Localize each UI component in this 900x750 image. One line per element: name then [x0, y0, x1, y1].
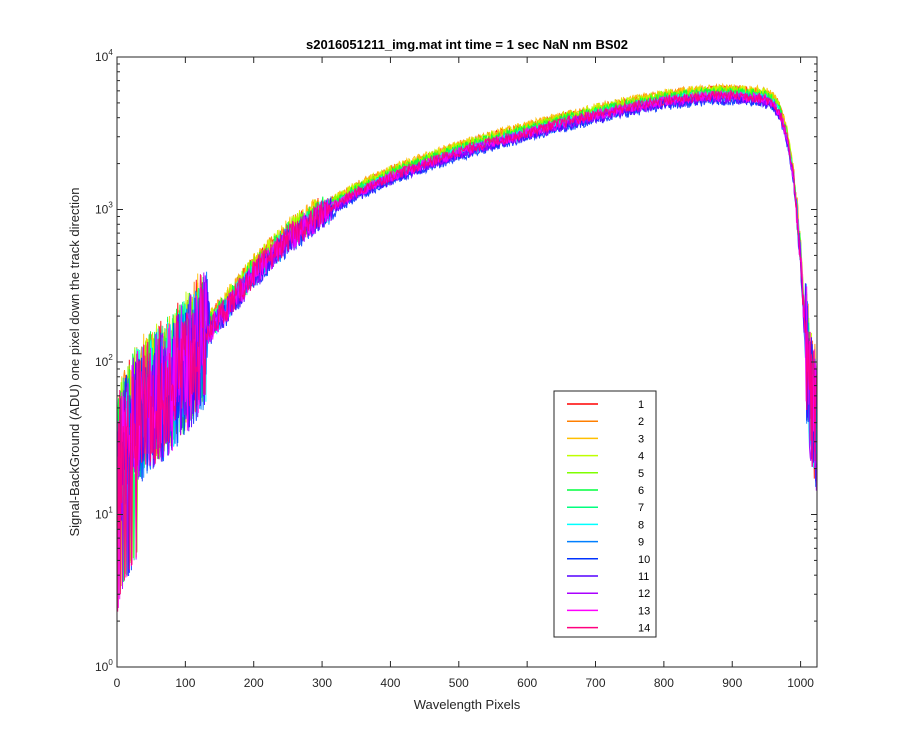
x-tick-label: 500 [449, 676, 469, 690]
x-tick-label: 800 [654, 676, 674, 690]
y-axis-label: Signal-BackGround (ADU) one pixel down t… [67, 187, 82, 536]
x-tick-label: 600 [517, 676, 537, 690]
x-tick-label: 900 [722, 676, 742, 690]
x-tick-label: 200 [244, 676, 264, 690]
legend-label: 14 [638, 623, 650, 635]
x-tick-label: 700 [586, 676, 606, 690]
legend-label: 9 [638, 537, 644, 549]
x-axis-label: Wavelength Pixels [414, 697, 521, 712]
y-tick-label: 104 [95, 48, 113, 64]
legend-label: 10 [638, 554, 650, 566]
legend-label: 13 [638, 605, 650, 617]
legend-label: 4 [638, 451, 644, 463]
legend-label: 3 [638, 433, 644, 445]
series-line-14 [117, 90, 817, 612]
x-tick-label: 400 [380, 676, 400, 690]
y-tick-label: 100 [95, 658, 113, 674]
x-tick-label: 0 [114, 676, 121, 690]
legend-label: 1 [638, 399, 644, 411]
legend-label: 8 [638, 519, 644, 531]
legend-label: 7 [638, 502, 644, 514]
chart-title: s2016051211_img.mat int time = 1 sec NaN… [306, 37, 628, 52]
series-layer [117, 82, 817, 612]
legend-box [553, 390, 657, 638]
y-tick-label: 102 [95, 353, 113, 369]
legend-label: 5 [638, 468, 644, 480]
x-tick-label: 100 [175, 676, 195, 690]
legend-label: 11 [638, 571, 649, 583]
legend-label: 12 [638, 588, 650, 600]
y-tick-label: 103 [95, 201, 113, 217]
legend-label: 2 [638, 416, 644, 428]
legend-label: 6 [638, 485, 644, 497]
x-tick-label: 300 [312, 676, 332, 690]
x-axis: 0 100 200 300 400 500 600 700 800 900 1000 [114, 57, 814, 690]
y-tick-label: 101 [95, 506, 113, 522]
x-tick-label: 1000 [787, 676, 814, 690]
